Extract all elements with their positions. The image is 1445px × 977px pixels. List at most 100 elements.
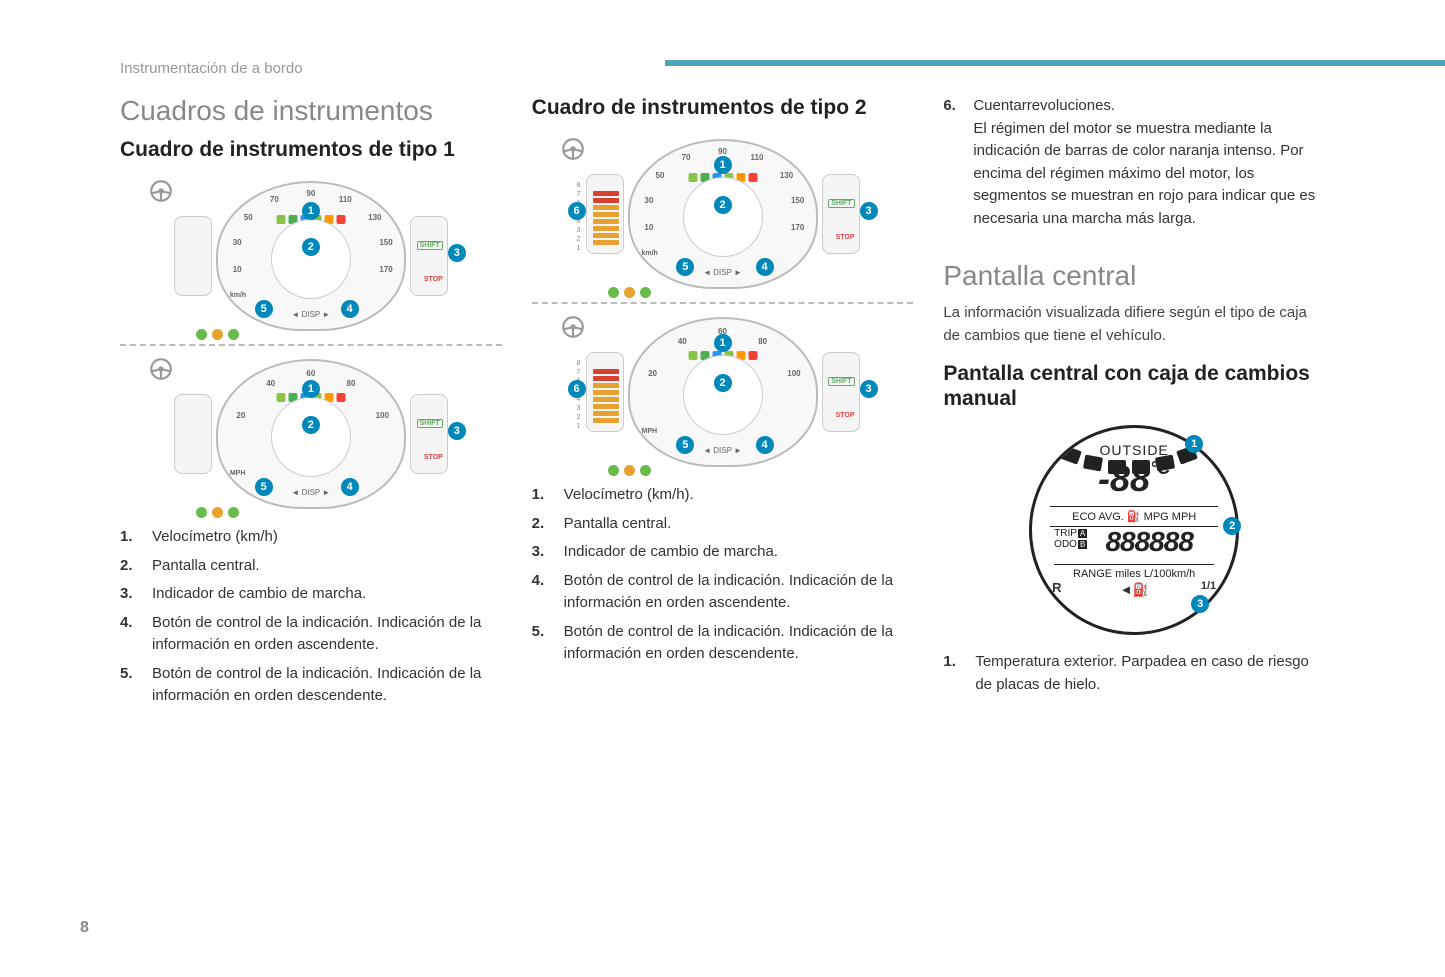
list-item: Botón de control de la indicación. Indic… (120, 663, 502, 708)
left-side-panel (174, 216, 212, 296)
gauge-cluster-tipo2-kmh: 87654321 SHIFT (558, 134, 888, 294)
callout-3: 3 (448, 244, 466, 262)
item6-body: El régimen del motor se muestra mediante… (973, 120, 1315, 227)
main-title: Cuadros de instrumentos (120, 95, 502, 127)
list-item: Botón de control de la indicación. Indic… (532, 621, 914, 666)
indicator-icon (640, 465, 651, 476)
trip-digits: 888888 (1032, 526, 1236, 558)
tach-bar (593, 212, 619, 217)
steering-wheel-icon (148, 178, 174, 204)
dashed-divider (532, 302, 914, 304)
callout-5: 5 (255, 478, 273, 496)
callout-6: 6 (568, 380, 586, 398)
callout-3: 3 (860, 380, 878, 398)
callout-4: 4 (341, 300, 359, 318)
speed-20: 20 (648, 369, 657, 378)
column-2: Cuadro de instrumentos de tipo 2 8765432… (532, 95, 914, 714)
speed-150: 150 (791, 196, 804, 205)
tach-bar-red (593, 191, 619, 196)
mph-label: MPH (642, 428, 658, 435)
section-pantalla-title: Pantalla central (943, 260, 1325, 292)
eco-row: ECO AVG. ⛽ MPG MPH (1050, 506, 1218, 527)
speed-70: 70 (270, 195, 279, 204)
left-side-panel-tach: 87654321 (586, 174, 624, 254)
speed-40: 40 (678, 337, 687, 346)
indicator-icon (212, 507, 223, 518)
icons-below (608, 287, 651, 298)
tipo1-list: Velocímetro (km/h) Pantalla central. Ind… (120, 526, 502, 708)
speed-100: 100 (787, 369, 800, 378)
speed-170: 170 (791, 223, 804, 232)
speed-80: 80 (758, 337, 767, 346)
indicator-icon (196, 329, 207, 340)
steering-wheel-icon (560, 314, 586, 340)
subtitle-tipo2: Cuadro de instrumentos de tipo 2 (532, 95, 914, 120)
indicator-icon (624, 465, 635, 476)
warn-icon (688, 173, 697, 182)
subtitle-tipo1: Cuadro de instrumentos de tipo 1 (120, 137, 502, 162)
callout-2: 2 (302, 416, 320, 434)
list-item: Indicador de cambio de marcha. (532, 541, 914, 564)
header-accent-bar (665, 60, 1445, 66)
figure-tipo2: 87654321 SHIFT (532, 134, 914, 472)
tach-bar (593, 397, 619, 402)
callout-5: 5 (255, 300, 273, 318)
gauge-cluster-tipo2-mph: 87654321 SHIFT (558, 312, 888, 472)
display-callout-3: 3 (1191, 595, 1209, 613)
right-side-panel: SHIFT STOP (410, 216, 448, 296)
fuel-segment (1132, 460, 1150, 474)
tach-bar-red (593, 376, 619, 381)
item6-label: Cuentarrevoluciones. (973, 97, 1115, 114)
tach-bars (593, 185, 619, 245)
speed-90: 90 (718, 147, 727, 156)
list-item: Velocímetro (km/h). (532, 484, 914, 507)
disp-label: ◄ DISP ► (291, 310, 330, 319)
list-item: Indicador de cambio de marcha. (120, 583, 502, 606)
shift-badge: SHIFT (417, 241, 443, 250)
kmh-label: km/h (642, 250, 658, 257)
callout-4: 4 (341, 478, 359, 496)
indicator-icon (624, 287, 635, 298)
page-number: 8 (80, 919, 89, 937)
tach-bar-red (593, 198, 619, 203)
warn-icon (276, 215, 285, 224)
stop-badge: STOP (836, 412, 855, 419)
gauge-inner-circle (683, 177, 763, 257)
speed-30: 30 (233, 238, 242, 247)
speed-50: 50 (656, 171, 665, 180)
shift-badge: SHIFT (417, 419, 443, 428)
callout-1: 1 (714, 156, 732, 174)
gauge-inner-circle (271, 397, 351, 477)
range-row: RANGE miles L/100km/h (1054, 564, 1214, 580)
list-item: Velocímetro (km/h) (120, 526, 502, 549)
tach-bar (593, 418, 619, 423)
speed-40: 40 (266, 379, 275, 388)
shift-badge: SHIFT (828, 199, 854, 208)
figure-tipo1: SHIFT STOP 90 70 110 50 130 30 150 10 17… (120, 176, 502, 514)
callout-2: 2 (714, 374, 732, 392)
subtitle-pantalla-manual: Pantalla central con caja de cambios man… (943, 361, 1325, 411)
page: Instrumentación de a bordo Cuadros de in… (0, 0, 1445, 977)
display-list: Temperatura exterior. Parpadea en caso d… (943, 651, 1325, 696)
callout-6: 6 (568, 202, 586, 220)
stop-badge: STOP (424, 276, 443, 283)
column-3: 6. Cuentarrevoluciones. El régimen del m… (943, 95, 1325, 714)
speed-10: 10 (644, 223, 653, 232)
item6-number: 6. (943, 95, 961, 230)
dashed-divider (120, 344, 502, 346)
speed-80: 80 (347, 379, 356, 388)
tach-bar (593, 411, 619, 416)
shift-badge: SHIFT (828, 377, 854, 386)
list-item: Temperatura exterior. Parpadea en caso d… (943, 651, 1325, 696)
columns: Cuadros de instrumentos Cuadro de instru… (120, 95, 1325, 714)
speed-130: 130 (780, 171, 793, 180)
icons-below (196, 329, 239, 340)
indicator-icon (228, 329, 239, 340)
item-6: 6. Cuentarrevoluciones. El régimen del m… (943, 95, 1325, 230)
callout-3: 3 (860, 202, 878, 220)
speed-100: 100 (376, 411, 389, 420)
indicator-icon (228, 507, 239, 518)
indicator-icon (608, 287, 619, 298)
central-display-figure: OUTSIDE -88°C ECO AVG. ⛽ MPG MPH TRIPA O… (1029, 425, 1239, 635)
indicator-icon (608, 465, 619, 476)
